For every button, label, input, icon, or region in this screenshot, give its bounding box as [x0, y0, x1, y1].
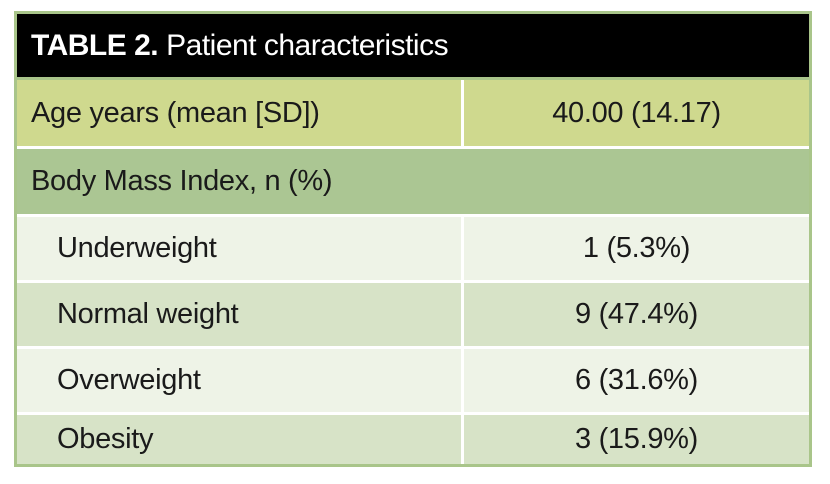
table-row-overweight: Overweight 6 (31.6%)	[17, 349, 809, 412]
table-row-bmi-header: Body Mass Index, n (%)	[17, 149, 809, 214]
table-row-obesity: Obesity 3 (15.9%)	[17, 415, 809, 464]
table-row-underweight: Underweight 1 (5.3%)	[17, 217, 809, 280]
row-value: 1 (5.3%)	[461, 217, 809, 280]
section-label: Body Mass Index, n (%)	[31, 165, 333, 197]
row-label: Obesity	[57, 423, 154, 455]
row-label: Overweight	[57, 364, 201, 396]
table-title: Patient characteristics	[166, 29, 449, 62]
table-title-bar: TABLE 2. Patient characteristics	[17, 14, 809, 77]
row-value: 40.00 (14.17)	[461, 80, 809, 146]
row-divider	[17, 146, 809, 149]
row-divider	[17, 412, 809, 415]
row-divider	[17, 346, 809, 349]
row-value: 3 (15.9%)	[461, 415, 809, 464]
row-value: 6 (31.6%)	[461, 349, 809, 412]
row-divider	[17, 280, 809, 283]
table-row-normal-weight: Normal weight 9 (47.4%)	[17, 283, 809, 346]
table-row-age: Age years (mean [SD]) 40.00 (14.17)	[17, 80, 809, 146]
patient-characteristics-table: TABLE 2. Patient characteristics Age year…	[14, 11, 812, 467]
row-label: Underweight	[57, 232, 217, 264]
row-label: Age years (mean [SD])	[31, 96, 320, 129]
row-label: Normal weight	[57, 298, 239, 330]
table-label: TABLE 2.	[31, 29, 159, 62]
row-divider	[17, 214, 809, 217]
row-value: 9 (47.4%)	[461, 283, 809, 346]
